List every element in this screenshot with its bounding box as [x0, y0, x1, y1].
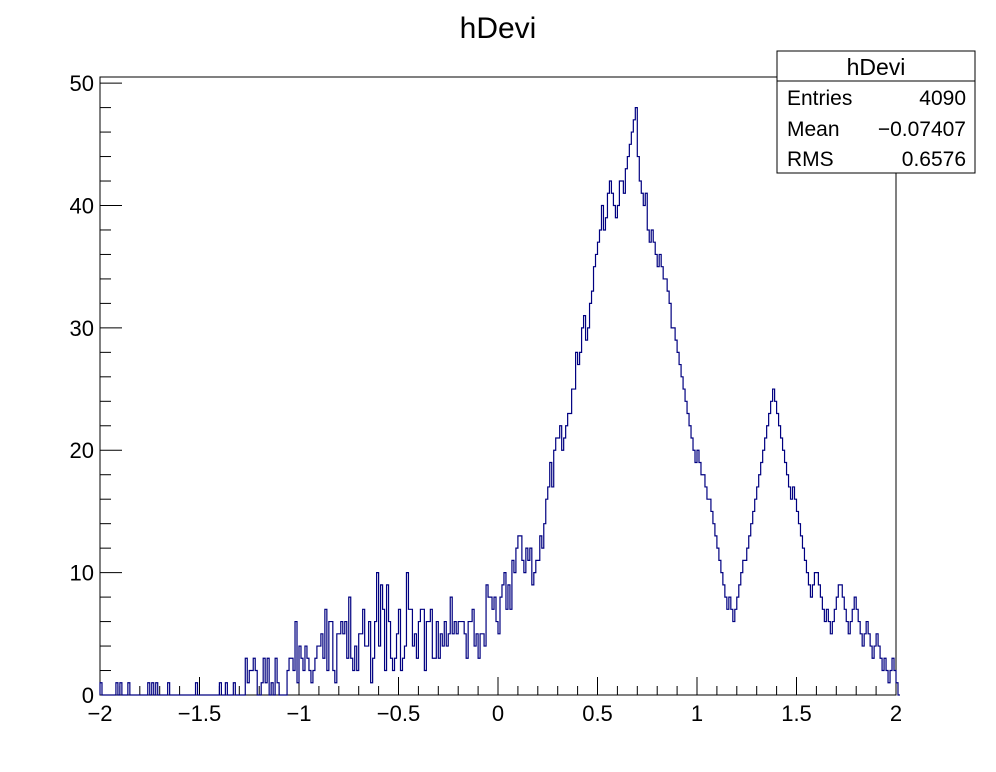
y-tick-label: 50 [70, 71, 94, 96]
x-tick-label: −0.5 [377, 701, 420, 726]
x-tick-label: 2 [890, 701, 902, 726]
stats-box-title: hDevi [847, 54, 906, 80]
histogram-line [99, 106, 900, 696]
x-tick-label: 1.5 [781, 701, 812, 726]
stats-value-rms: 0.6576 [902, 148, 966, 171]
x-tick-label: −1 [286, 701, 311, 726]
stats-label-entries: Entries [787, 87, 852, 110]
stats-label-rms: RMS [787, 148, 834, 171]
x-axis: −2 −1.5 −1 −0.5 0 0.5 1 1.5 2 [87, 677, 902, 726]
x-tick-label: 1 [691, 701, 703, 726]
y-tick-label: 20 [70, 438, 94, 463]
x-tick-label: −2 [87, 701, 112, 726]
x-tick-label: 0.5 [582, 701, 613, 726]
y-axis: 0 10 20 30 40 50 [70, 71, 122, 708]
x-tick-label: 0 [492, 701, 504, 726]
y-tick-label: 30 [70, 316, 94, 341]
y-tick-label: 0 [82, 683, 94, 708]
stats-box: hDevi Entries 4090 Mean −0.07407 RMS 0.6… [776, 50, 976, 174]
stats-value-entries: 4090 [919, 87, 966, 110]
stats-value-mean: −0.07407 [878, 118, 966, 141]
chart-title: hDevi [460, 12, 537, 45]
y-tick-label: 10 [70, 561, 94, 586]
y-tick-label: 40 [70, 193, 94, 218]
x-tick-label: −1.5 [178, 701, 221, 726]
stats-label-mean: Mean [787, 118, 840, 141]
stats-box-frame [776, 50, 976, 174]
histogram-series [99, 106, 900, 696]
